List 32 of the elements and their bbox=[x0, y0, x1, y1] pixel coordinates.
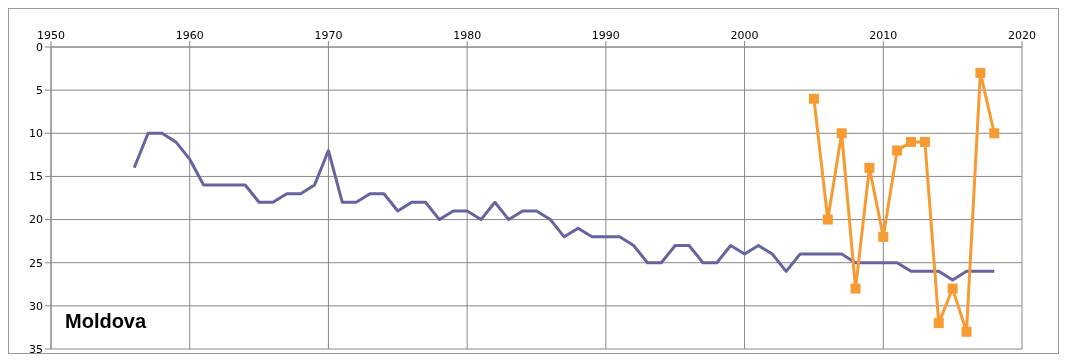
x-tick-label: 2020 bbox=[1008, 29, 1036, 42]
point bbox=[808, 93, 819, 104]
y-tick-label: 5 bbox=[36, 84, 43, 98]
point bbox=[892, 145, 903, 156]
annotation: Moldova bbox=[65, 310, 147, 333]
point bbox=[975, 67, 986, 78]
point bbox=[822, 214, 833, 225]
y-tick-label: 20 bbox=[29, 213, 43, 227]
x-tick-label: 1960 bbox=[175, 29, 204, 42]
x-tick-label: 2010 bbox=[869, 29, 898, 42]
point bbox=[933, 318, 944, 329]
x-tick-label: 1970 bbox=[314, 29, 343, 42]
x-tick-label: 1950 bbox=[37, 29, 65, 42]
point bbox=[919, 136, 930, 147]
point bbox=[878, 231, 889, 242]
point bbox=[961, 326, 972, 337]
point bbox=[836, 128, 847, 139]
x-tick-label: 1990 bbox=[591, 29, 620, 42]
y-tick-label: 35 bbox=[29, 342, 43, 356]
point bbox=[864, 162, 875, 173]
x-tick-label: 2000 bbox=[730, 29, 759, 42]
point bbox=[989, 128, 1000, 139]
x-tick-label: 1980 bbox=[453, 29, 482, 42]
y-tick-label: 30 bbox=[29, 299, 43, 313]
line-series bbox=[132, 131, 996, 282]
y-tick-label: 10 bbox=[29, 127, 43, 141]
y-tick-label: 25 bbox=[29, 256, 43, 270]
point bbox=[906, 136, 917, 147]
y-tick-label: 15 bbox=[29, 170, 43, 184]
point bbox=[947, 283, 958, 294]
y-tick-label: 0 bbox=[36, 40, 43, 54]
point bbox=[850, 283, 861, 294]
